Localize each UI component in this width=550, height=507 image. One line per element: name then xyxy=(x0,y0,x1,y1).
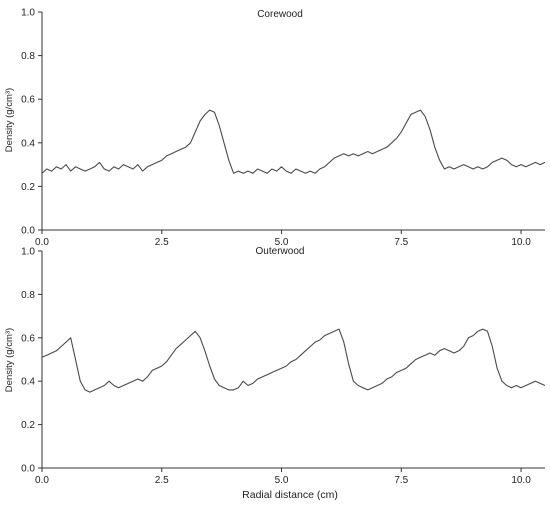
x-tick-label: 0.0 xyxy=(35,237,49,248)
y-tick-label: 0.4 xyxy=(21,377,35,388)
y-tick-label: 0.2 xyxy=(21,182,35,193)
y-tick-label: 0.6 xyxy=(21,95,35,106)
density-series-line xyxy=(41,109,546,174)
x-tick-label: 7.5 xyxy=(394,475,408,486)
x-tick-label: 10.0 xyxy=(511,475,531,486)
y-tick-label: 0.2 xyxy=(21,420,35,431)
y-tick-label: 0.4 xyxy=(21,138,35,149)
x-tick-label: 2.5 xyxy=(155,237,169,248)
x-axis-title: Radial distance (cm) xyxy=(242,489,338,501)
x-tick-label: 5.0 xyxy=(275,475,289,486)
x-tick-label: 5.0 xyxy=(275,237,289,248)
y-tick-label: 0.8 xyxy=(21,290,35,301)
x-tick-label: 10.0 xyxy=(511,237,531,248)
panel-1: Outerwood Density (g/cm³) 0.0 0.2 0.4 0.6 0.8 1… xyxy=(4,246,546,486)
y-tick-label: 1.0 xyxy=(21,8,35,19)
y-tick-label: 0.0 xyxy=(21,226,35,237)
y-axis-title: Density (g/cm³) xyxy=(4,328,15,392)
y-tick-label: 1.0 xyxy=(21,247,35,258)
y-tick-label: 0.0 xyxy=(21,464,35,475)
y-tick-label: 0.6 xyxy=(21,333,35,344)
panel-0: Corewood Density (g/cm³) 0.0 0.2 0.4 0.6 0.8 1.… xyxy=(4,8,546,248)
panel-title: Outerwood xyxy=(256,246,305,257)
x-tick-label: 7.5 xyxy=(394,237,408,248)
y-tick-label: 0.8 xyxy=(21,51,35,62)
y-axis-title: Density (g/cm³) xyxy=(4,88,15,152)
panel-title: Corewood xyxy=(257,9,303,20)
x-tick-label: 0.0 xyxy=(35,475,49,486)
density-series-line xyxy=(41,328,546,393)
x-tick-label: 2.5 xyxy=(155,475,169,486)
